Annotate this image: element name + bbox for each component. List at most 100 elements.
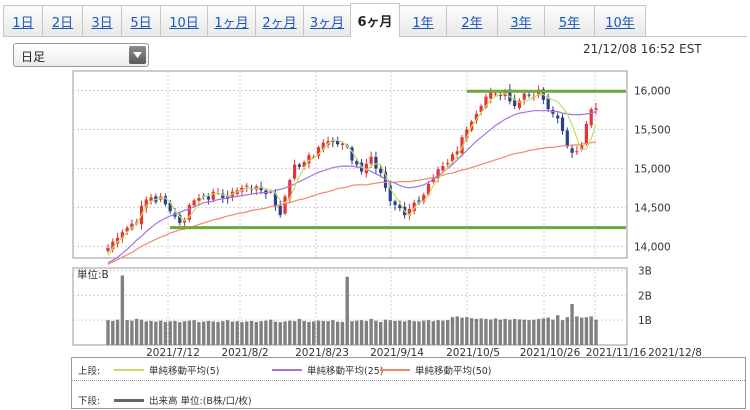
legend-upper-row: 上段: 単純移動平均(5) 単純移動平均(25) 単純移動平均(50) [72,358,745,381]
candle-body [226,195,230,199]
candle-body [182,220,187,223]
candle-body [565,130,569,147]
volume-bar [307,321,311,345]
tab-10日[interactable]: 10日 [160,5,208,36]
volume-bar [422,320,426,345]
candle-body [398,204,402,209]
candle-body [364,163,368,174]
candle-body [570,148,574,153]
candle-interval-select[interactable]: 日足 [13,43,149,67]
legend-ma50-label: 単純移動平均(50) [415,366,492,377]
price-tick-label: 14,000 [634,241,671,253]
candle-body [479,106,483,112]
volume-bar [259,321,263,345]
volume-bar [584,317,589,345]
candle-body [312,156,316,158]
candle-body [556,115,560,119]
candle-body [307,155,311,164]
volume-bar [388,320,392,345]
candle-body [206,196,211,200]
volume-bar [115,319,120,345]
candle-body [125,227,129,232]
volume-bar [484,318,488,345]
volume-bar [245,321,249,345]
volume-bar [240,322,244,345]
date-tick-label: 2021/10/26 [520,347,581,359]
tab-6ヶ月[interactable]: 6ヶ月 [350,3,400,37]
volume-bar [125,320,129,345]
candle-body [292,164,297,179]
candle-body [580,145,584,150]
candle-body [168,202,172,212]
tab-1ヶ月[interactable]: 1ヶ月 [207,5,256,36]
volume-bar [393,320,397,345]
volume-bar [235,321,239,345]
candle-body [245,185,249,187]
volume-bar [517,319,522,345]
volume-bar [216,321,220,345]
tab-3年[interactable]: 3年 [497,5,545,36]
volume-bar [536,318,541,345]
volume-bar [326,321,330,345]
chart-legend: 上段: 単純移動平均(5) 単純移動平均(25) 単純移動平均(50) 下段: … [71,357,746,409]
candle-body [527,94,531,96]
volume-bar [312,321,316,345]
volume-bar [120,275,125,345]
volume-bar [144,321,148,345]
volume-bar [556,315,560,345]
legend-volume-label: 出来高 単位:(B株/口/枚) [149,396,252,407]
volume-bar [355,320,359,345]
volume-bar [436,320,440,345]
candle-body [336,140,340,145]
candle-body [178,214,182,223]
tab-2年[interactable]: 2年 [446,5,498,36]
volume-bar [350,321,354,345]
tab-5年[interactable]: 5年 [544,5,595,36]
tab-1日[interactable]: 1日 [3,5,43,36]
candle-body [302,162,306,167]
candle-body [388,185,392,202]
volume-bar [450,317,455,345]
date-tick-label: 2021/12/8 [648,347,702,359]
volume-bar [278,322,282,345]
volume-bar [431,321,436,345]
candle-body [584,123,589,144]
volume-bar [302,320,306,345]
candle-body [273,193,278,207]
candle-body [163,196,168,205]
volume-bar [106,320,110,345]
volume-bar [426,320,431,345]
volume-bar [379,321,383,345]
volume-bar [551,319,555,345]
volume-bar [154,321,158,345]
volume-bar [474,318,479,345]
candle-body [321,142,325,150]
tab-5日[interactable]: 5日 [121,5,161,36]
date-tick-label: 2021/8/2 [221,347,268,359]
volume-bar [297,318,302,345]
date-tick-label: 2021/9/14 [370,347,424,359]
candle-body [297,164,301,167]
ma25-line [107,110,597,264]
volume-bar [407,320,412,345]
volume-bar [445,320,450,345]
volume-bar [503,318,507,345]
candle-body [436,169,440,179]
volume-bars [106,275,598,345]
candle-body [288,180,292,199]
volume-tick-label: 3B [638,265,652,277]
tab-1年[interactable]: 1年 [399,5,447,36]
volume-bar [417,321,421,345]
candles [106,84,598,254]
candle-body [393,201,397,206]
candle-body [460,137,464,154]
tab-2日[interactable]: 2日 [42,5,83,36]
tab-3ヶ月[interactable]: 3ヶ月 [303,5,351,36]
volume-bar [158,320,163,345]
volume-bar [579,317,584,345]
tab-10年[interactable]: 10年 [594,5,646,36]
candle-body [474,113,478,121]
timestamp: 21/12/08 16:52 EST [583,42,702,56]
tab-3日[interactable]: 3日 [82,5,122,36]
volume-bar [493,318,498,345]
